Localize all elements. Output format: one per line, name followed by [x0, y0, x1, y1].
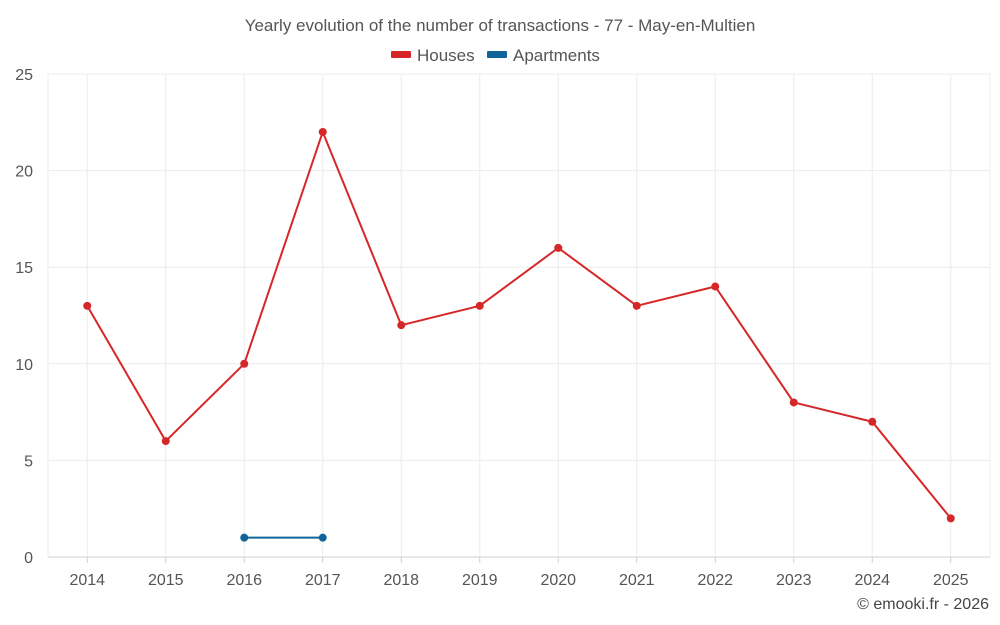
data-point-apartments[interactable] [240, 533, 249, 542]
legend-swatch-apartments [487, 51, 507, 58]
data-point-houses[interactable] [161, 437, 170, 446]
y-tick-label: 25 [15, 67, 33, 84]
y-tick-label: 10 [15, 357, 33, 374]
chart-title: Yearly evolution of the number of transa… [245, 16, 756, 35]
series-apartments [240, 533, 327, 542]
data-point-houses[interactable] [789, 398, 798, 407]
data-point-houses[interactable] [868, 417, 877, 426]
x-tick-label: 2014 [69, 572, 105, 589]
x-tick-label: 2018 [383, 572, 419, 589]
x-tick-label: 2021 [619, 572, 655, 589]
legend-swatch-houses [391, 51, 411, 58]
series-houses [83, 127, 955, 523]
data-point-houses[interactable] [318, 127, 327, 136]
legend-label-houses[interactable]: Houses [417, 46, 475, 65]
y-tick-label: 5 [24, 453, 33, 470]
data-point-houses[interactable] [83, 301, 92, 310]
data-point-houses[interactable] [554, 243, 563, 252]
legend: Houses Apartments [391, 46, 600, 65]
y-tick-label: 20 [15, 164, 33, 181]
x-axis: 2014 2015 2016 2017 2018 2019 2020 2021 2022 2023… [69, 557, 969, 589]
y-axis: 0 5 10 15 20 25 [15, 67, 33, 567]
gridlines [47, 73, 991, 558]
data-point-houses[interactable] [240, 359, 249, 368]
data-point-houses[interactable] [946, 514, 955, 523]
data-point-houses[interactable] [632, 301, 641, 310]
x-tick-label: 2024 [854, 572, 890, 589]
x-tick-label: 2023 [776, 572, 812, 589]
x-tick-label: 2022 [697, 572, 733, 589]
data-point-apartments[interactable] [318, 533, 327, 542]
data-point-houses[interactable] [397, 321, 406, 330]
x-tick-label: 2025 [933, 572, 969, 589]
x-tick-label: 2016 [226, 572, 262, 589]
legend-label-apartments[interactable]: Apartments [513, 46, 600, 65]
data-point-houses[interactable] [475, 301, 484, 310]
x-tick-label: 2015 [148, 572, 184, 589]
series-line-houses [86, 130, 952, 519]
y-tick-label: 15 [15, 260, 33, 277]
x-tick-label: 2020 [540, 572, 576, 589]
data-point-houses[interactable] [711, 282, 720, 291]
x-tick-label: 2017 [305, 572, 341, 589]
y-tick-label: 0 [24, 550, 33, 567]
x-tick-label: 2019 [462, 572, 498, 589]
credit-text: © emooki.fr - 2026 [857, 596, 989, 613]
series-layer [83, 127, 955, 542]
